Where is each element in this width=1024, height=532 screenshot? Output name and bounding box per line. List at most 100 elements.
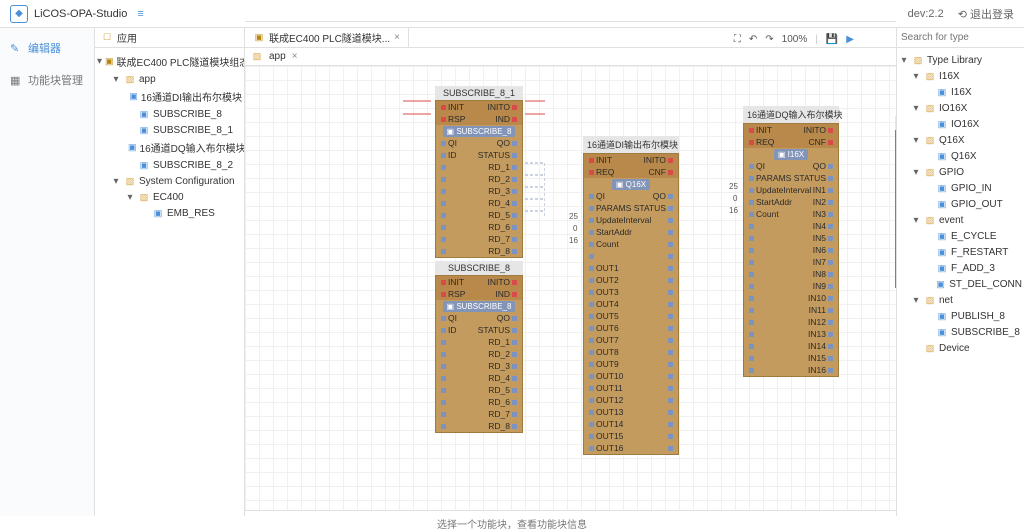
lib-gpio-in[interactable]: ▣GPIO_IN xyxy=(899,180,1022,196)
left-rail: ✎ 编辑器 ▦ 功能块管理 xyxy=(0,28,95,532)
tool-redo[interactable]: ↷ xyxy=(765,34,773,45)
collapse-toggle[interactable]: ≡ xyxy=(133,8,147,20)
type-search-input[interactable] xyxy=(901,32,1020,43)
fb-block2[interactable]: SUBSCRIBE_8INITINITORSPIND▣ SUBSCRIBE_8Q… xyxy=(435,261,523,433)
folder-icon: ▧ xyxy=(924,134,936,146)
lib-ecycle[interactable]: ▣E_CYCLE xyxy=(899,228,1022,244)
lib-label: SUBSCRIBE_8 xyxy=(951,327,1020,338)
lib-label: PUBLISH_8 xyxy=(951,311,1005,322)
lib-q16x-grp[interactable]: ▾▧Q16X xyxy=(899,132,1022,148)
fbmanage-icon: ▦ xyxy=(10,74,22,86)
lib-sub8[interactable]: ▣SUBSCRIBE_8 xyxy=(899,324,1022,340)
tree-app-label: app xyxy=(139,74,156,85)
tree-root[interactable]: ▾▣联成EC400 PLC隧道模块组态 xyxy=(97,52,242,71)
tool-undo[interactable]: ↶ xyxy=(749,34,757,45)
fb-icon: ▣ xyxy=(138,124,150,136)
tree-ec400[interactable]: ▾▧EC400 xyxy=(97,189,242,205)
tab-icon: ▣ xyxy=(253,32,265,44)
rail-fbmanage[interactable]: ▦ 功能块管理 xyxy=(0,64,94,96)
zoom-level[interactable]: 100% xyxy=(782,34,808,45)
lib-io16x-grp[interactable]: ▾▧IO16X xyxy=(899,100,1022,116)
fb-chip: ▣ Q16X xyxy=(612,179,650,190)
lib-label: GPIO_OUT xyxy=(951,199,1003,210)
fb-block3[interactable]: 16通道DI输出布尔模块INITINITOREQCNF▣ Q16XQIQOPAR… xyxy=(583,136,679,455)
folder-icon: ▧ xyxy=(124,175,136,187)
app-title: LiCOS-OPA-Studio xyxy=(34,8,127,20)
tool-save[interactable]: 💾 xyxy=(826,34,838,45)
fb-icon: ▣ xyxy=(936,198,948,210)
diagram-canvas[interactable]: SUBSCRIBE_8_1INITINITORSPIND▣ SUBSCRIBE_… xyxy=(245,66,896,510)
lib-label: Device xyxy=(939,343,970,354)
fb-icon: ▣ xyxy=(936,310,948,322)
tree-header-icon: ☐ xyxy=(101,32,113,44)
folder-icon: ▧ xyxy=(924,214,936,226)
fb-title: SUBSCRIBE_8_1 xyxy=(435,86,523,100)
tree-app[interactable]: ▾▧app xyxy=(97,71,242,87)
tree-item-di16[interactable]: ▣16通道DI输出布尔模块 xyxy=(97,87,242,106)
status-bar: 选择一个功能块，查看功能块信息 xyxy=(0,516,1024,532)
lib-fadd3[interactable]: ▣F_ADD_3 xyxy=(899,260,1022,276)
tree-item-label: SUBSCRIBE_8_2 xyxy=(153,160,233,171)
lib-stdel[interactable]: ▣ST_DEL_CONN xyxy=(899,276,1022,292)
rail-editor[interactable]: ✎ 编辑器 xyxy=(0,32,94,64)
tab-main-label: 联成EC400 PLC隧道模块... xyxy=(269,30,390,45)
lib-label: IO16X xyxy=(939,103,967,114)
lib-label: net xyxy=(939,295,953,306)
lib-i16x[interactable]: ▣I16X xyxy=(899,84,1022,100)
editor-icon: ✎ xyxy=(10,42,22,54)
lib-label: F_RESTART xyxy=(951,247,1008,258)
lib-frestart[interactable]: ▣F_RESTART xyxy=(899,244,1022,260)
fb-block4[interactable]: 16通道DQ输入布尔模块INITINITOREQCNF▣ I16XQIQOPAR… xyxy=(743,106,839,377)
tree-item-label: SUBSCRIBE_8 xyxy=(153,109,222,120)
subtab-close-icon[interactable]: × xyxy=(292,51,298,62)
lib-label: GPIO xyxy=(939,167,964,178)
lib-label: F_ADD_3 xyxy=(951,263,995,274)
fb-icon: ▣ xyxy=(936,326,948,338)
lib-q16x[interactable]: ▣Q16X xyxy=(899,148,1022,164)
fb-icon: ▣ xyxy=(936,86,948,98)
fb-chip: ▣ SUBSCRIBE_8 xyxy=(443,126,516,137)
tree-item-sub8[interactable]: ▣SUBSCRIBE_8 xyxy=(97,106,242,122)
logout-button[interactable]: ⟲ 退出登录 xyxy=(958,6,1014,22)
fb-icon: ▣ xyxy=(936,246,948,258)
canvas-toolbar xyxy=(245,0,896,22)
tool-run[interactable]: ▶ xyxy=(846,34,854,45)
subtab-app[interactable]: app xyxy=(269,51,286,62)
fb-chip: ▣ SUBSCRIBE_8 xyxy=(443,301,516,312)
res-icon: ▣ xyxy=(152,207,164,219)
type-library-panel: ▾▧Type Library ▾▧I16X ▣I16X ▾▧IO16X ▣IO1… xyxy=(896,28,1024,532)
lib-event-grp[interactable]: ▾▧event xyxy=(899,212,1022,228)
lib-label: Q16X xyxy=(951,151,977,162)
folder-icon: ▧ xyxy=(924,102,936,114)
fb-block5[interactable]: SUBSCRIBE_8_2INITINITORSPIND▣ SUBSCRIBE_… xyxy=(895,116,896,288)
lib-label: I16X xyxy=(951,87,972,98)
device-icon: ▧ xyxy=(138,191,150,203)
tree-syscfg-label: System Configuration xyxy=(139,176,235,187)
app-logo-icon: ◆ xyxy=(10,5,28,23)
lib-label: IO16X xyxy=(951,119,979,130)
tree-syscfg[interactable]: ▾▧System Configuration xyxy=(97,173,242,189)
lib-io16x[interactable]: ▣IO16X xyxy=(899,116,1022,132)
lib-pub8[interactable]: ▣PUBLISH_8 xyxy=(899,308,1022,324)
fb-icon: ▣ xyxy=(138,108,150,120)
fb-icon: ▣ xyxy=(935,278,946,290)
tree-emb[interactable]: ▣EMB_RES xyxy=(97,205,242,221)
tree-item-label: 16通道DI输出布尔模块 xyxy=(141,89,242,104)
fb-icon: ▣ xyxy=(936,118,948,130)
tree-item-sub82[interactable]: ▣SUBSCRIBE_8_2 xyxy=(97,157,242,173)
tree-ec400-label: EC400 xyxy=(153,192,184,203)
lib-device[interactable]: ▧Device xyxy=(899,340,1022,356)
lib-gpio-out[interactable]: ▣GPIO_OUT xyxy=(899,196,1022,212)
rail-editor-label: 编辑器 xyxy=(28,40,61,56)
lib-root[interactable]: ▾▧Type Library xyxy=(899,52,1022,68)
tree-item-dq16[interactable]: ▣16通道DQ输入布尔模块 xyxy=(97,138,242,157)
lib-gpio-grp[interactable]: ▾▧GPIO xyxy=(899,164,1022,180)
lib-net-grp[interactable]: ▾▧net xyxy=(899,292,1022,308)
tool-fit[interactable]: ⛶ xyxy=(734,34,741,45)
folder-icon: ▧ xyxy=(912,54,924,66)
tree-item-sub81[interactable]: ▣SUBSCRIBE_8_1 xyxy=(97,122,242,138)
lib-label: E_CYCLE xyxy=(951,231,997,242)
lib-i16x-grp[interactable]: ▾▧I16X xyxy=(899,68,1022,84)
fb-icon: ▣ xyxy=(128,142,137,154)
fb-block1[interactable]: SUBSCRIBE_8_1INITINITORSPIND▣ SUBSCRIBE_… xyxy=(435,86,523,258)
